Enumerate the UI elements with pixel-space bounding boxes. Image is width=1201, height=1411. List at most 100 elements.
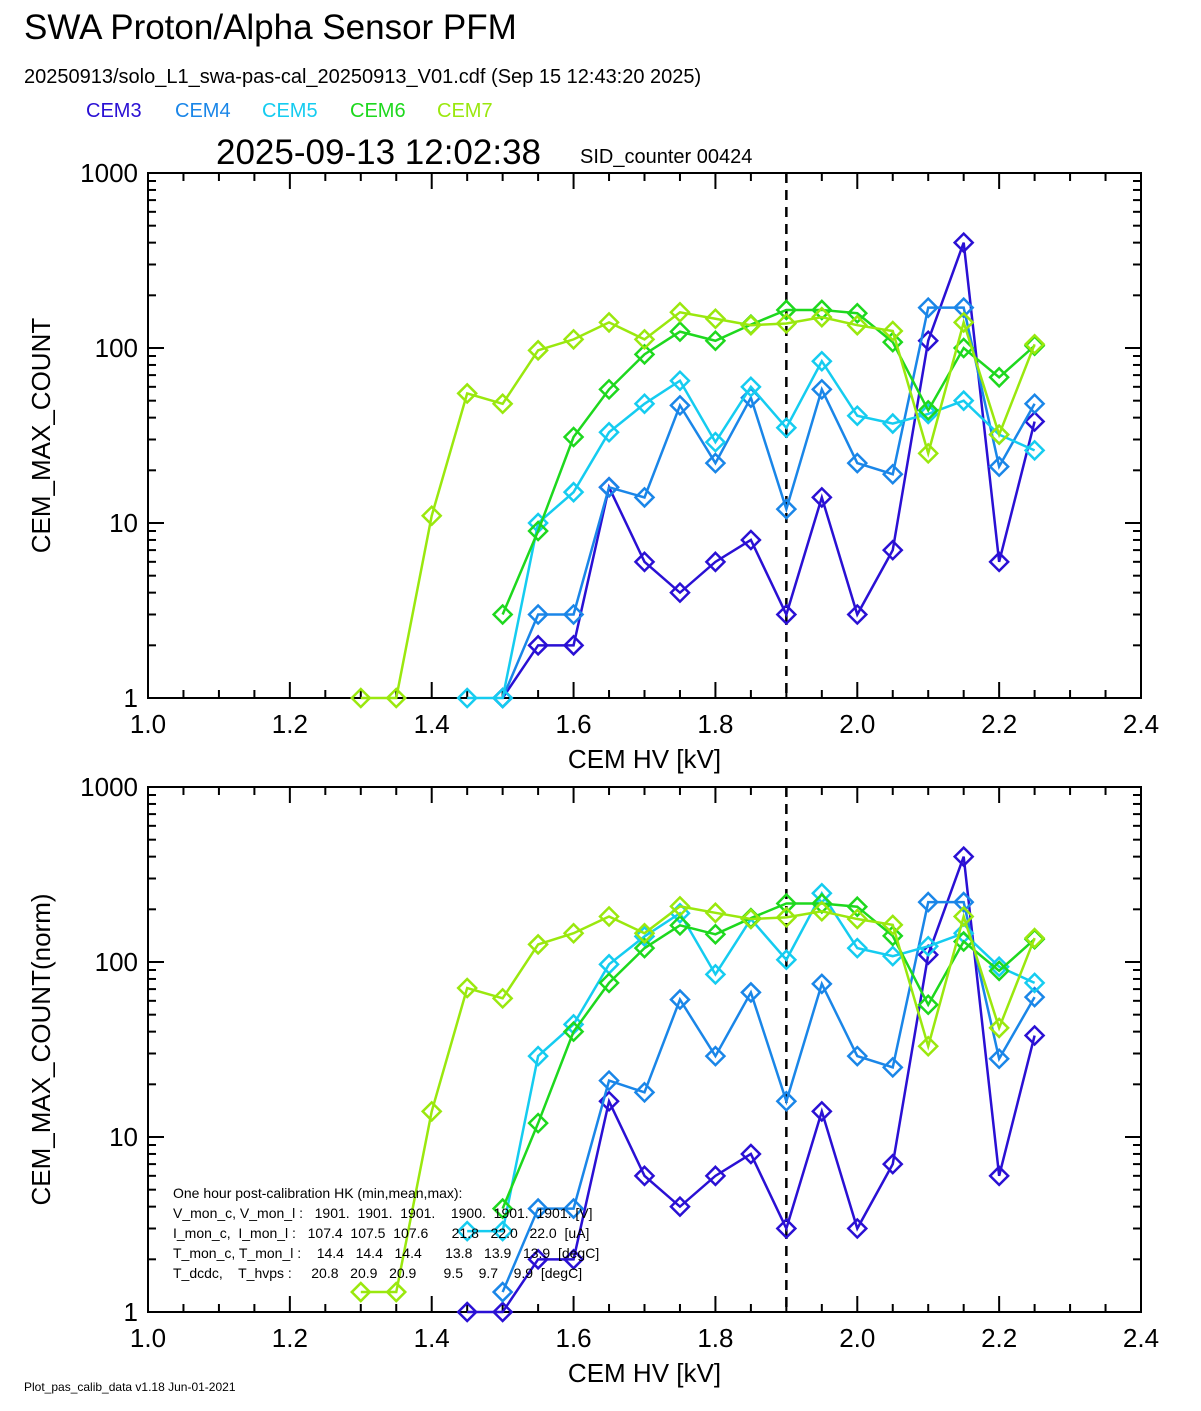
chart-panel-2: 1.0 1.2 1.4 1.6 1.8 2.0 2.2 2.4 1 10 100 1000 CEM HV…: [26, 772, 1159, 1388]
series-cem5: [456, 882, 1046, 1242]
x-tick-label: 1.4: [414, 709, 450, 739]
data-point-diamond: [881, 914, 904, 936]
y-tick-label: 1: [124, 1297, 138, 1327]
data-point-diamond: [740, 981, 762, 1004]
data-point-diamond: [456, 1301, 478, 1323]
data-point-diamond: [491, 1220, 514, 1242]
data-point-diamond: [633, 393, 656, 415]
data-point-diamond: [846, 908, 869, 930]
data-point-diamond: [917, 399, 939, 422]
data-point-diamond: [811, 350, 833, 373]
data-point-diamond: [740, 376, 762, 398]
x-tick-label: 1.2: [272, 709, 308, 739]
data-point-diamond: [740, 1143, 762, 1165]
legend-entry-cem6: CEM6: [350, 100, 406, 122]
data-point-diamond: [811, 378, 833, 401]
data-point-diamond: [562, 426, 585, 448]
data-point-diamond: [491, 987, 514, 1010]
data-point-diamond: [775, 906, 798, 929]
y-tick-label: 1000: [80, 158, 138, 188]
data-point-diamond: [420, 504, 443, 527]
data-point-diamond: [917, 935, 939, 958]
data-point-diamond: [811, 973, 833, 995]
data-point-diamond: [598, 1069, 620, 1092]
data-point-diamond: [917, 296, 939, 319]
data-point-diamond: [775, 417, 798, 439]
data-point-diamond: [988, 960, 1010, 982]
data-point-diamond: [491, 1281, 514, 1303]
data-point-diamond: [669, 394, 691, 417]
data-point-diamond: [881, 925, 904, 947]
x-tick-label: 1.0: [130, 709, 166, 739]
hk-line: T_mon_c, T_mon_l : 14.4 14.4 14.4 13.8 1…: [173, 1245, 599, 1261]
data-point-diamond: [562, 922, 585, 945]
data-point-diamond: [740, 908, 762, 930]
data-point-diamond: [881, 945, 904, 967]
series-line: [501, 306, 1036, 699]
data-point-diamond: [846, 603, 869, 626]
data-point-diamond: [669, 895, 691, 918]
data-point-diamond: [456, 1220, 478, 1242]
data-point-diamond: [527, 1197, 549, 1220]
data-point-diamond: [669, 369, 691, 392]
x-tick-label: 1.0: [130, 1323, 166, 1353]
y-axis-label: CEM_MAX_COUNT(norm): [26, 893, 56, 1205]
data-point-diamond: [562, 1248, 585, 1271]
data-point-diamond: [881, 412, 904, 435]
hk-line: I_mon_c, I_mon_l : 107.4 107.5 107.6 21.…: [173, 1225, 589, 1241]
data-point-diamond: [775, 603, 798, 626]
data-point-diamond: [881, 463, 904, 485]
y-tick-label: 1000: [80, 772, 138, 802]
data-point-diamond: [669, 914, 691, 937]
data-point-diamond: [988, 366, 1010, 389]
data-point-diamond: [704, 329, 727, 352]
data-point-diamond: [952, 891, 975, 913]
data-point-diamond: [775, 948, 798, 971]
data-point-diamond: [917, 403, 939, 425]
data-point-diamond: [527, 1045, 549, 1067]
data-point-diamond: [527, 603, 549, 626]
series-line: [360, 310, 1036, 700]
data-point-diamond: [952, 905, 975, 928]
data-point-diamond: [669, 581, 691, 604]
data-point-diamond: [491, 1301, 514, 1323]
data-point-diamond: [633, 1165, 656, 1187]
data-point-diamond: [350, 1281, 372, 1303]
data-point-diamond: [1023, 333, 1046, 356]
data-point-diamond: [1023, 972, 1046, 994]
data-point-diamond: [385, 1281, 408, 1303]
data-point-diamond: [952, 296, 975, 319]
series-line: [501, 900, 1036, 1293]
x-tick-label: 1.6: [555, 1323, 591, 1353]
x-tick-label: 2.4: [1123, 709, 1159, 739]
data-point-diamond: [775, 299, 798, 321]
x-axis-label: CEM HV [kV]: [568, 744, 721, 774]
data-point-diamond: [598, 421, 620, 444]
data-point-diamond: [350, 687, 372, 709]
series-line: [501, 902, 1036, 1210]
data-point-diamond: [846, 452, 869, 474]
data-point-diamond: [811, 1100, 833, 1123]
x-tick-label: 2.2: [981, 709, 1017, 739]
data-point-diamond: [988, 1047, 1010, 1070]
x-tick-label: 2.4: [1123, 1323, 1159, 1353]
x-tick-label: 1.6: [555, 709, 591, 739]
data-point-diamond: [881, 1153, 904, 1175]
data-point-diamond: [704, 452, 727, 474]
series-cem7: [350, 895, 1046, 1303]
data-point-diamond: [704, 431, 727, 453]
data-point-diamond: [775, 892, 798, 915]
x-tick-label: 1.8: [697, 709, 733, 739]
series-cem3: [491, 231, 1046, 709]
data-point-diamond: [491, 603, 514, 626]
hk-line: T_dcdc, T_hvps : 20.8 20.9 20.9 9.5 9.7 …: [173, 1265, 582, 1281]
x-tick-label: 1.4: [414, 1323, 450, 1353]
data-point-diamond: [1023, 1024, 1046, 1047]
legend-entry-cem3: CEM3: [86, 100, 142, 122]
series-cem4: [491, 891, 1046, 1303]
data-point-diamond: [562, 481, 585, 503]
data-point-diamond: [669, 301, 691, 324]
data-point-diamond: [385, 687, 408, 709]
data-point-diamond: [562, 634, 585, 657]
data-point-diamond: [811, 486, 833, 509]
